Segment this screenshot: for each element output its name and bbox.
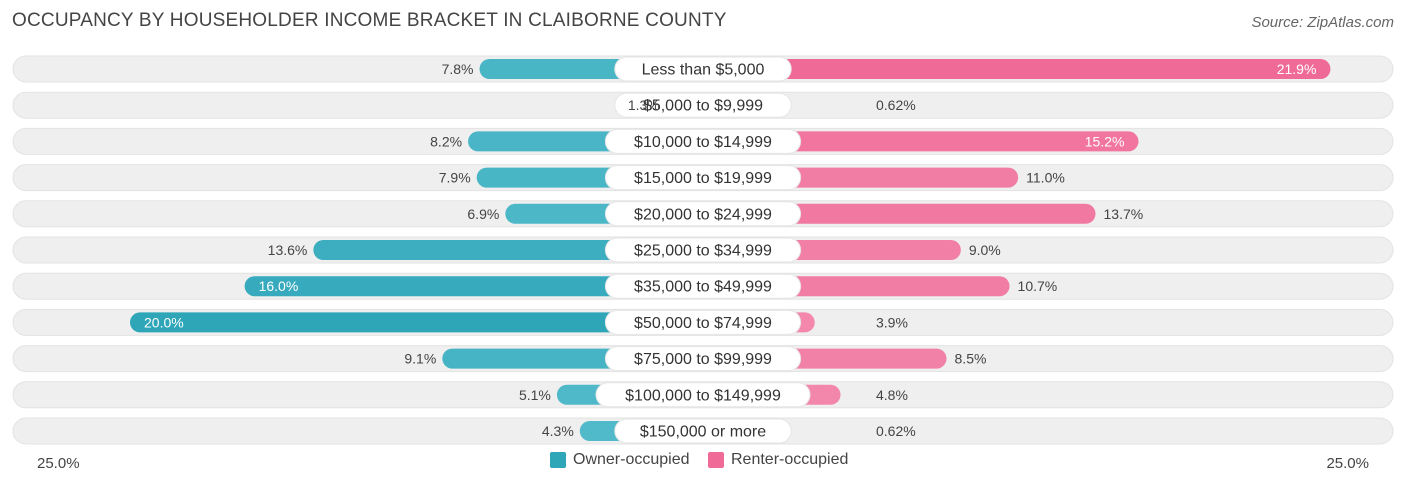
owner-value-label: 1.3% bbox=[628, 97, 660, 113]
renter-value-label: 4.8% bbox=[876, 387, 908, 403]
owner-value-label: 20.0% bbox=[144, 314, 184, 330]
category-label-bg bbox=[604, 309, 802, 335]
owner-value-label: 7.9% bbox=[439, 170, 471, 186]
category-label-bg bbox=[614, 418, 792, 444]
chart-title: OCCUPANCY BY HOUSEHOLDER INCOME BRACKET … bbox=[12, 10, 727, 31]
legend-item-renter[interactable]: Renter-occupied bbox=[708, 451, 848, 469]
owner-value-label: 16.0% bbox=[259, 278, 299, 294]
owner-value-label: 9.1% bbox=[404, 351, 436, 367]
bar-row: $25,000 to $34,999 13.6% 9.0% bbox=[12, 236, 1394, 264]
renter-value-label: 15.2% bbox=[1085, 133, 1125, 149]
axis-right-label: 25.0% bbox=[1326, 455, 1369, 472]
bar-row: $50,000 to $74,999 20.0% 3.9% bbox=[12, 308, 1394, 336]
bar-row: $100,000 to $149,999 5.1% 4.8% bbox=[12, 381, 1394, 409]
owner-value-label: 8.2% bbox=[430, 133, 462, 149]
category-label: $75,000 to $99,999 bbox=[634, 351, 772, 368]
renter-bar bbox=[703, 131, 1139, 152]
owner-value-label: 7.8% bbox=[442, 61, 474, 77]
legend-item-owner[interactable]: Owner-occupied bbox=[550, 451, 690, 469]
bar-row: Less than $5,000 7.8% 21.9% bbox=[12, 55, 1394, 83]
category-label: $20,000 to $24,999 bbox=[634, 206, 772, 223]
renter-value-label: 9.0% bbox=[969, 242, 1001, 258]
category-label: Less than $5,000 bbox=[642, 62, 765, 79]
bar-row: $150,000 or more 4.3% 0.62% bbox=[12, 417, 1394, 445]
renter-value-label: 21.9% bbox=[1277, 61, 1317, 77]
bar-row: $10,000 to $14,999 8.2% 15.2% bbox=[12, 127, 1394, 155]
category-label-bg bbox=[604, 165, 802, 191]
category-label: $10,000 to $14,999 bbox=[634, 134, 772, 151]
category-label-bg bbox=[595, 382, 811, 408]
renter-value-label: 3.9% bbox=[876, 314, 908, 330]
legend-swatch-owner bbox=[550, 452, 566, 468]
category-label-bg bbox=[604, 273, 802, 299]
owner-bar bbox=[313, 240, 703, 260]
owner-value-label: 5.1% bbox=[519, 387, 551, 403]
bar-row: $15,000 to $19,999 7.9% 11.0% bbox=[12, 164, 1394, 192]
owner-value-label: 4.3% bbox=[542, 423, 574, 439]
renter-bar bbox=[703, 59, 1331, 79]
category-label: $15,000 to $19,999 bbox=[634, 170, 772, 187]
category-label-bg bbox=[604, 237, 802, 263]
bar-row: $75,000 to $99,999 9.1% 8.5% bbox=[12, 345, 1394, 373]
renter-value-label: 0.62% bbox=[876, 423, 916, 439]
category-label: $150,000 or more bbox=[640, 424, 766, 441]
category-label: $100,000 to $149,999 bbox=[625, 387, 781, 404]
renter-value-label: 11.0% bbox=[1026, 170, 1065, 186]
renter-value-label: 10.7% bbox=[1018, 278, 1058, 294]
category-label-bg bbox=[604, 201, 802, 227]
legend-label-owner: Owner-occupied bbox=[573, 451, 690, 468]
category-label-bg bbox=[614, 92, 792, 118]
owner-bar bbox=[130, 312, 703, 333]
owner-value-label: 6.9% bbox=[467, 206, 499, 222]
axis-left-label: 25.0% bbox=[37, 455, 80, 472]
category-label: $50,000 to $74,999 bbox=[634, 315, 772, 332]
owner-value-label: 13.6% bbox=[268, 242, 308, 258]
renter-bar bbox=[703, 203, 1096, 224]
category-label-bg bbox=[604, 346, 802, 372]
chart-svg: Less than $5,000 7.8% 21.9% $5,000 to $9,99… bbox=[12, 55, 1394, 445]
owner-bar bbox=[244, 276, 703, 297]
bar-row: $35,000 to $49,999 16.0% 10.7% bbox=[12, 272, 1394, 300]
category-label: $25,000 to $34,999 bbox=[634, 243, 772, 260]
category-label: $35,000 to $49,999 bbox=[634, 279, 772, 296]
renter-value-label: 8.5% bbox=[955, 351, 987, 367]
bar-row: $20,000 to $24,999 6.9% 13.7% bbox=[12, 200, 1394, 228]
legend-label-renter: Renter-occupied bbox=[731, 451, 849, 468]
renter-value-label: 13.7% bbox=[1104, 206, 1144, 222]
category-label-bg bbox=[604, 128, 802, 154]
source-label: Source: ZipAtlas.com bbox=[1251, 14, 1394, 31]
category-label-bg bbox=[614, 56, 792, 82]
renter-value-label: 0.62% bbox=[876, 97, 916, 113]
category-label: $5,000 to $9,999 bbox=[643, 98, 763, 115]
legend: Owner-occupied Renter-occupied bbox=[0, 451, 1406, 475]
legend-swatch-renter bbox=[708, 452, 724, 468]
